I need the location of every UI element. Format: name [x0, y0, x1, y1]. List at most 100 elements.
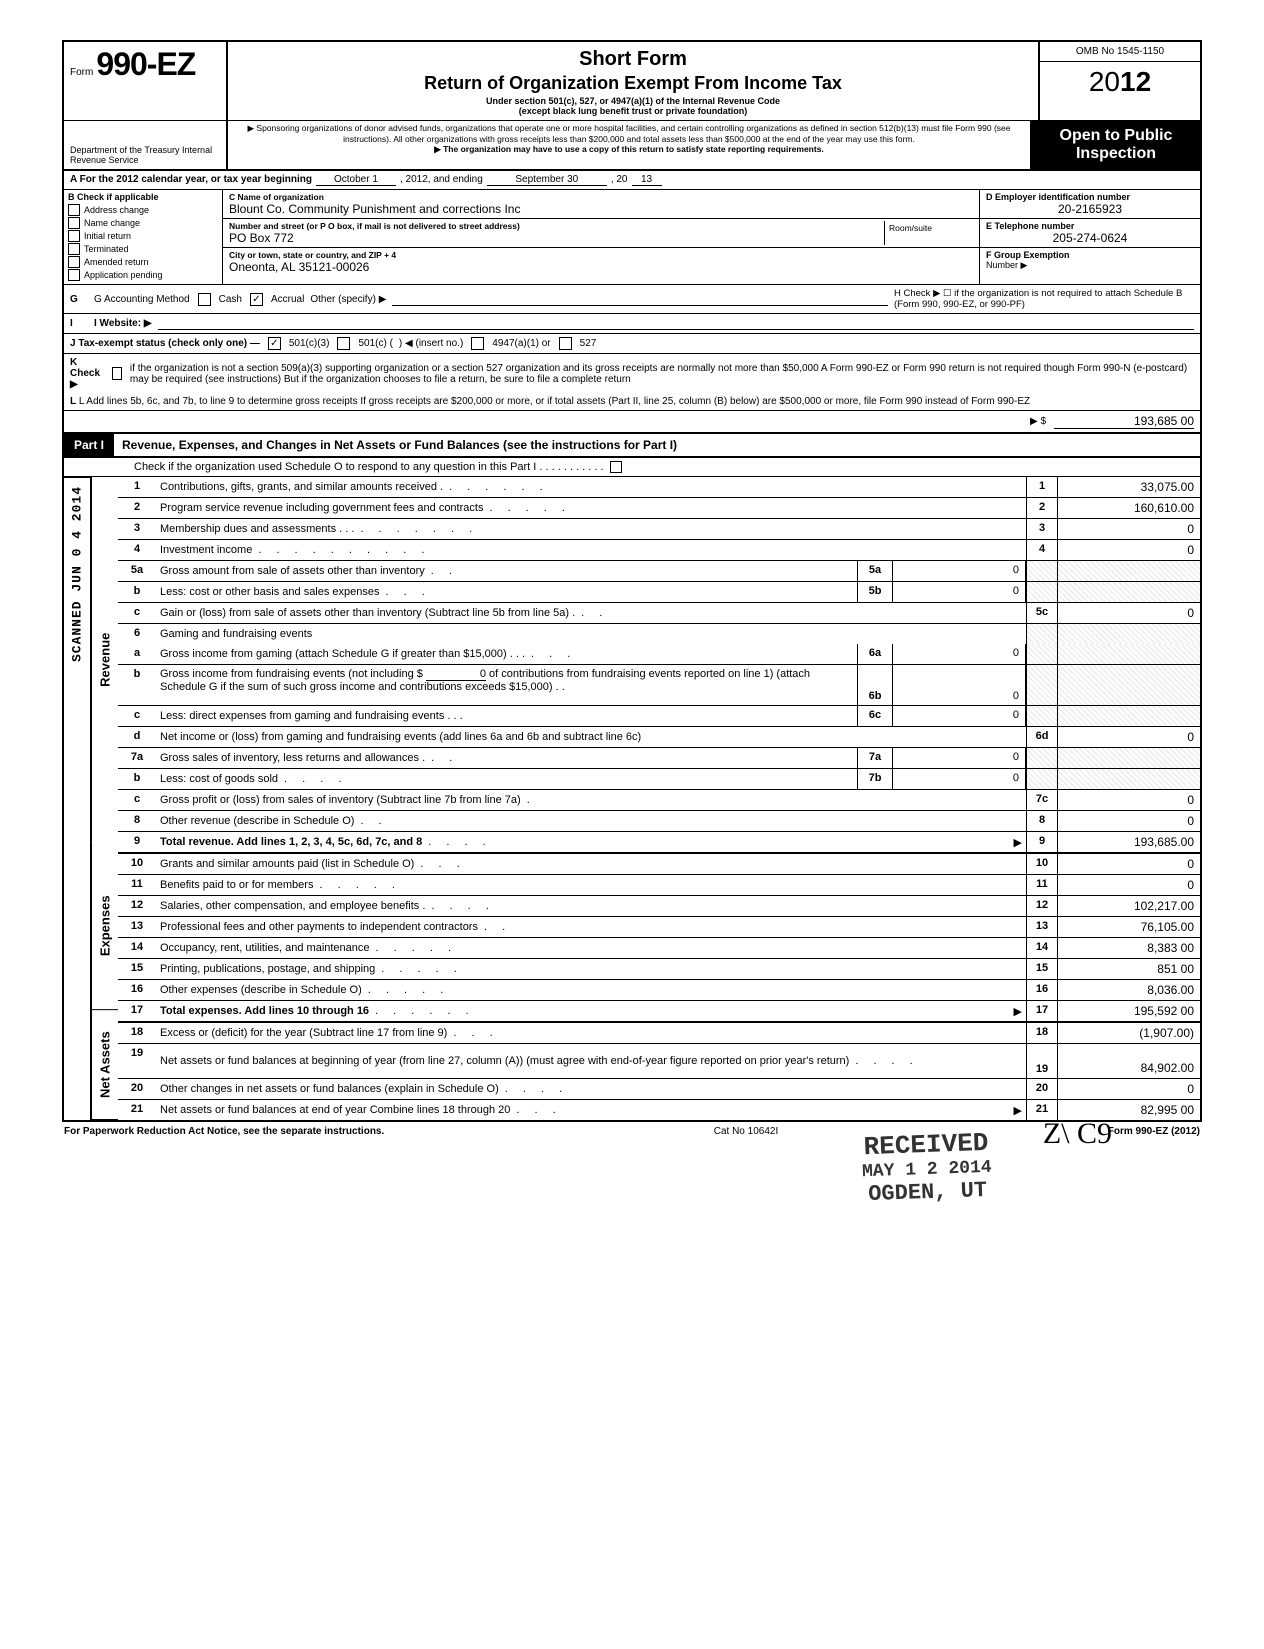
- f-cell: F Group Exemption Number ▶: [980, 248, 1200, 273]
- row-6a: a Gross income from gaming (attach Sched…: [118, 644, 1200, 665]
- cb-501c[interactable]: [337, 337, 350, 350]
- row-10: 10 Grants and similar amounts paid (list…: [118, 854, 1200, 875]
- row-8: 8 Other revenue (describe in Schedule O)…: [118, 811, 1200, 832]
- row-6d: d Net income or (loss) from gaming and f…: [118, 727, 1200, 748]
- cb-4947[interactable]: [471, 337, 484, 350]
- footer: For Paperwork Reduction Act Notice, see …: [62, 1122, 1202, 1141]
- line-a-endmonth: September 30: [487, 174, 607, 186]
- row-5a: 5a Gross amount from sale of assets othe…: [118, 561, 1200, 582]
- cb-schedule-o[interactable]: [610, 461, 622, 473]
- b-label: B Check if applicable: [68, 192, 218, 202]
- main-table: SCANNED JUN 0 4 2014 Revenue Expenses Ne…: [62, 477, 1202, 1122]
- row-5c: c Gain or (loss) from sale of assets oth…: [118, 603, 1200, 624]
- handwriting: Z\ C9: [1043, 1117, 1112, 1151]
- form-number: 990-EZ: [96, 46, 195, 82]
- header-right: OMB No 1545-1150 2012: [1040, 42, 1200, 120]
- row-6b: b Gross income from fundraising events (…: [118, 665, 1200, 706]
- line-j: J Tax-exempt status (check only one) — 5…: [62, 334, 1202, 354]
- addr-row: Number and street (or P O box, if mail i…: [223, 219, 979, 248]
- header-center: Short Form Return of Organization Exempt…: [228, 42, 1040, 120]
- year-prefix: 20: [1089, 66, 1120, 97]
- side-revenue: Revenue: [91, 477, 118, 842]
- col-b: B Check if applicable Address change Nam…: [64, 190, 223, 284]
- part-i-header: Part I Revenue, Expenses, and Changes in…: [62, 434, 1202, 458]
- header-row: Form 990-EZ Short Form Return of Organiz…: [62, 40, 1202, 120]
- line-l-total: ▶ $ 193,685 00: [62, 411, 1202, 434]
- h-text: H Check ▶ ☐ if the organization is not r…: [894, 288, 1194, 310]
- footer-right: Form 990-EZ (2012): [1108, 1126, 1200, 1137]
- website-fill[interactable]: [158, 317, 1194, 330]
- e-cell: E Telephone number 205-274-0624: [980, 219, 1200, 248]
- city-value: Oneonta, AL 35121-00026: [229, 260, 973, 274]
- stamp-date: MAY 1 2 2014: [862, 1158, 992, 1183]
- main-title: Return of Organization Exempt From Incom…: [236, 73, 1030, 94]
- k-text: if the organization is not a section 509…: [130, 363, 1194, 385]
- sponsor-line: ▶ Sponsoring organizations of donor advi…: [236, 123, 1022, 144]
- g-text: G Accounting Method: [94, 294, 190, 305]
- part-i-tag: Part I: [64, 434, 114, 456]
- city-cell: City or town, state or country, and ZIP …: [223, 248, 979, 276]
- d-cell: D Employer identification number 20-2165…: [980, 190, 1200, 219]
- omb-number: OMB No 1545-1150: [1040, 42, 1200, 62]
- side-expenses: Expenses: [91, 842, 118, 1010]
- row-2: 2 Program service revenue including gove…: [118, 498, 1200, 519]
- line-i: I I Website: ▶: [62, 314, 1202, 334]
- f-label: F Group Exemption: [986, 250, 1070, 260]
- c-label: C Name of organization: [229, 192, 973, 202]
- row-11: 11 Benefits paid to or for members. . . …: [118, 875, 1200, 896]
- cb-terminated[interactable]: Terminated: [68, 243, 218, 255]
- subtitle-2: (except black lung benefit trust or priv…: [236, 106, 1030, 116]
- department: Department of the Treasury Internal Reve…: [64, 121, 228, 169]
- org-name-cell: C Name of organization Blount Co. Commun…: [223, 190, 979, 219]
- k-label: K Check ▶: [70, 357, 104, 390]
- row-19: 19 Net assets or fund balances at beginn…: [118, 1044, 1200, 1079]
- row-7b: b Less: cost of goods sold. . . . 7b 0: [118, 769, 1200, 790]
- cb-k[interactable]: [112, 367, 122, 380]
- row-5b: b Less: cost or other basis and sales ex…: [118, 582, 1200, 603]
- cb-amended[interactable]: Amended return: [68, 256, 218, 268]
- i-label: I Website: ▶: [94, 318, 152, 329]
- line-a-endyear: 13: [632, 174, 662, 186]
- header-row-2: Department of the Treasury Internal Reve…: [62, 120, 1202, 171]
- row-13: 13 Professional fees and other payments …: [118, 917, 1200, 938]
- part-i-title: Revenue, Expenses, and Changes in Net As…: [114, 434, 1200, 456]
- cb-name-change[interactable]: Name change: [68, 217, 218, 229]
- line-a: A For the 2012 calendar year, or tax yea…: [62, 171, 1202, 190]
- row-18: 18 Excess or (deficit) for the year (Sub…: [118, 1023, 1200, 1044]
- line-g-h: G G Accounting Method Cash Accrual Other…: [62, 285, 1202, 314]
- addr-cell: Number and street (or P O box, if mail i…: [229, 221, 885, 245]
- cb-cash[interactable]: [198, 293, 211, 306]
- copy-line: ▶ The organization may have to use a cop…: [236, 144, 1022, 155]
- city-label: City or town, state or country, and ZIP …: [229, 250, 973, 260]
- cb-527[interactable]: [559, 337, 572, 350]
- cb-accrual[interactable]: [250, 293, 263, 306]
- row-15: 15 Printing, publications, postage, and …: [118, 959, 1200, 980]
- row-6c: c Less: direct expenses from gaming and …: [118, 706, 1200, 727]
- line-a-text1: A For the 2012 calendar year, or tax yea…: [70, 174, 312, 186]
- form-id-box: Form 990-EZ: [64, 42, 228, 120]
- part-i-sub: Check if the organization used Schedule …: [62, 458, 1202, 477]
- cb-initial-return[interactable]: Initial return: [68, 230, 218, 242]
- row-3: 3 Membership dues and assessments . . ..…: [118, 519, 1200, 540]
- side-netassets: Net Assets: [91, 1010, 118, 1120]
- col-c: C Name of organization Blount Co. Commun…: [223, 190, 979, 284]
- g-other: Other (specify) ▶: [310, 294, 386, 305]
- line-a-text3: , 20: [611, 174, 628, 186]
- row-7c: c Gross profit or (loss) from sales of i…: [118, 790, 1200, 811]
- cb-501c3[interactable]: [268, 337, 281, 350]
- row-4: 4 Investment income. . . . . . . . . . 4…: [118, 540, 1200, 561]
- rows-area: 1 Contributions, gifts, grants, and simi…: [118, 477, 1200, 1120]
- row-20: 20 Other changes in net assets or fund b…: [118, 1079, 1200, 1100]
- j-text: J Tax-exempt status (check only one) —: [70, 338, 260, 349]
- scanned-stamp: SCANNED JUN 0 4 2014: [64, 477, 90, 670]
- g-other-fill[interactable]: [392, 293, 888, 306]
- cb-address-change[interactable]: Address change: [68, 204, 218, 216]
- year-bold: 12: [1120, 66, 1151, 97]
- sponsor-text: ▶ Sponsoring organizations of donor advi…: [228, 121, 1032, 169]
- line-a-text2: , 2012, and ending: [400, 174, 483, 186]
- room-label: Room/suite: [885, 221, 973, 245]
- addr-label: Number and street (or P O box, if mail i…: [229, 221, 884, 231]
- cb-app-pending[interactable]: Application pending: [68, 269, 218, 281]
- line-l: L L Add lines 5b, 6c, and 7b, to line 9 …: [62, 393, 1202, 411]
- line-a-begin: October 1: [316, 174, 396, 186]
